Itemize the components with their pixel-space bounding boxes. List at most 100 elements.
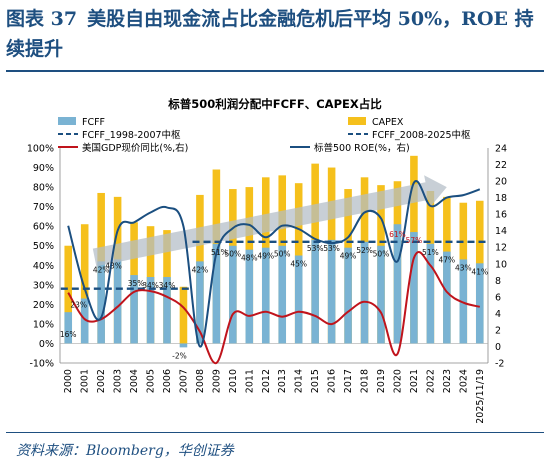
x-tick-label: 2021 [409,369,420,393]
left-tick-label: -10% [29,359,54,370]
x-tick-label: 2008 [195,369,206,393]
x-tick-label: 2017 [343,369,354,393]
left-tick-label: 70% [33,202,54,213]
fcff-data-label: 48% [241,254,258,263]
left-tick-label: 50% [33,241,54,252]
fcff-bar [261,247,270,344]
right-tick-label: 8 [495,276,501,287]
figure-heading: 图表 37 美股自由现金流占比金融危机后平均 50%，ROE 持续提升 [6,4,544,64]
fcff-data-label: 57% [406,236,423,245]
fcff-data-label: 51% [422,248,439,257]
x-tick-label: 2009 [211,369,222,393]
x-tick-label: 2016 [327,369,338,393]
fcff-bar [327,239,336,344]
fcff-data-label: 52% [356,246,373,255]
fcff-bar [212,243,221,344]
legend-swatch-fcff [58,117,76,125]
x-tick-label: 2005 [146,369,157,393]
fcff-bar [245,249,254,344]
fcff-data-label: 43% [455,263,472,272]
fcff-bar [179,343,188,348]
legend-label-capex: CAPEX [372,117,404,128]
capex-bar [179,286,188,344]
x-tick-label: 2015 [310,369,321,393]
right-tick-label: 0 [495,342,501,353]
x-tick-label: 2023 [442,369,453,393]
fcff-bar [393,224,402,344]
legend-swatch-capex [348,117,366,125]
fcff-bar [146,277,155,344]
right-tick-label: 16 [495,210,507,221]
fcff-data-label: 45% [290,260,307,269]
legend-label-sp500-roe: 标普500 ROE(%，右) [314,142,410,154]
right-tick-label: 24 [495,144,507,155]
fcff-bar [377,245,385,344]
fcff-data-label: 42% [192,265,209,274]
fcff-data-label: 51% [211,248,228,257]
legend-label-fcff-1998-2007: FCFF_1998-2007中枢 [82,129,181,141]
right-tick-label: 18 [495,193,507,204]
left-tick-label: 80% [33,183,54,194]
trend-arrow [92,175,447,267]
fcff-bar [278,245,287,344]
fcff-bar [97,261,105,344]
left-tick-label: 90% [33,163,54,174]
right-tick-label: 6 [495,292,501,303]
x-tick-label: 2013 [277,369,288,393]
header-divider [6,70,544,72]
fcff-bar [426,243,435,344]
fcff-data-label: 41% [471,267,488,276]
right-tick-label: 14 [495,226,507,237]
fcff-bar [229,245,237,344]
fcff-data-label: 53% [323,244,340,253]
x-tick-label: 2024 [458,369,469,393]
fcff-data-label: 47% [439,256,456,265]
legend-label-us-gdp: 美国GDP现价同比(%,右) [82,142,188,154]
x-tick-label: 2018 [360,369,371,393]
x-tick-label: 2012 [261,369,272,393]
x-tick-label: 2025/11/19 [475,369,486,424]
left-tick-label: 60% [33,222,54,233]
fcff-data-label: 50% [225,250,242,259]
legend-label-fcff: FCFF [82,117,105,128]
x-tick-label: 2004 [129,369,140,393]
fcff-data-label: 50% [373,250,390,259]
fcff-data-label: 50% [274,250,291,259]
fcff-data-label: 49% [340,252,357,261]
fcff-bar [360,241,369,344]
right-tick-label: 2 [495,325,501,336]
left-tick-label: 100% [27,144,54,155]
right-tick-label: 22 [495,160,507,171]
fcff-bar [459,259,468,344]
x-tick-label: 2014 [294,369,305,393]
x-tick-label: 2003 [113,369,124,393]
fcff-data-label: 23% [70,301,87,310]
x-tick-label: 2022 [425,369,436,393]
fcff-data-label: -2% [172,351,187,360]
x-tick-label: 2007 [178,369,189,393]
x-tick-label: 2001 [80,369,91,393]
fcff-data-label: 43% [105,261,122,270]
capex-bar [80,224,89,344]
fcff-bar [410,232,418,344]
x-tick-label: 2019 [376,369,387,393]
fcff-data-label: 49% [257,252,274,261]
fcff-bar [64,312,73,344]
chart-title: 标普500利润分配中FCFF、CAPEX占比 [167,97,382,111]
x-tick-label: 2010 [228,369,239,393]
source-note: 资料来源：Bloomberg，华创证券 [16,443,234,459]
left-tick-label: 40% [33,261,54,272]
x-tick-label: 2000 [63,369,74,393]
fcff-bar [163,277,171,344]
x-tick-label: 2006 [162,369,173,393]
fcff-bar [443,251,451,344]
fcff-data-label: 16% [60,330,77,339]
legend-label-fcff-2008-2025: FCFF_2008-2025中枢 [372,129,471,141]
fcff-data-label: 34% [142,281,159,290]
x-tick-label: 2011 [244,369,255,393]
fcff-data-label: 34% [159,281,176,290]
fcff-bar [311,239,319,344]
right-tick-label: -2 [495,359,504,370]
fcff-bar [294,255,303,344]
fcff-bar [344,247,352,344]
